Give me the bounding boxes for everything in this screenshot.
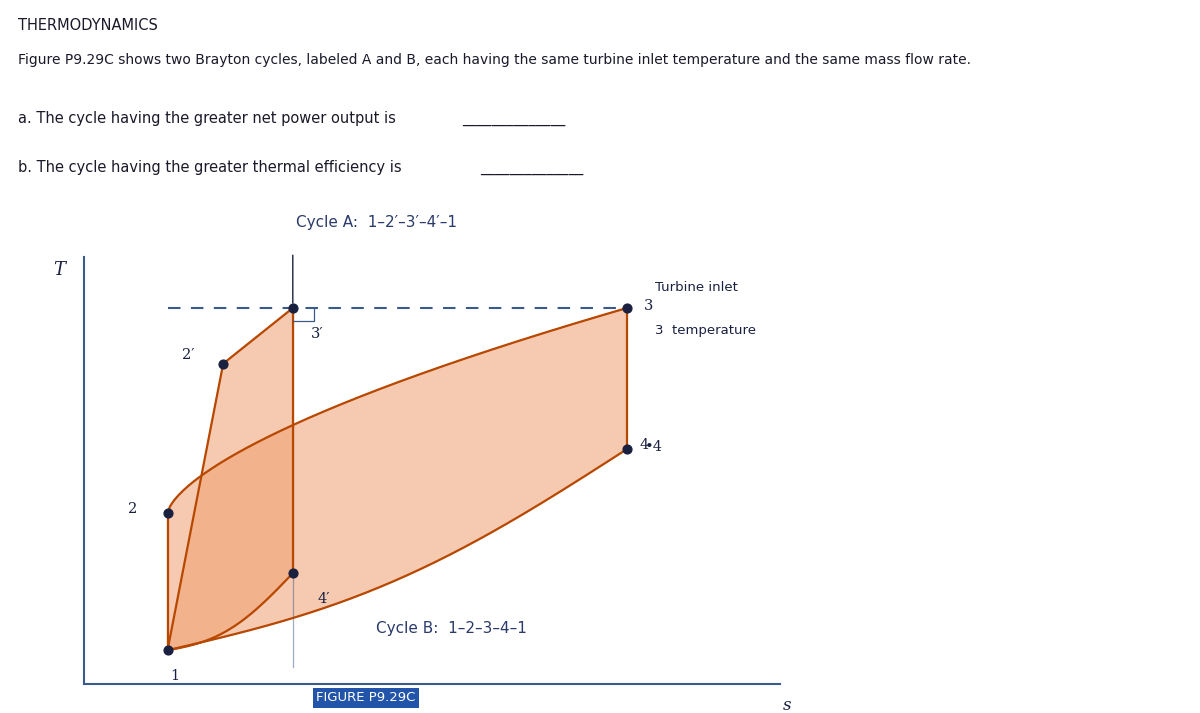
Text: ______________: ______________ bbox=[480, 160, 583, 175]
Text: FIGURE P9.29C: FIGURE P9.29C bbox=[317, 692, 415, 704]
Point bbox=[214, 358, 233, 369]
Text: •4: •4 bbox=[644, 441, 662, 454]
Text: 1: 1 bbox=[170, 670, 179, 683]
Text: 2: 2 bbox=[128, 503, 137, 516]
Point bbox=[617, 443, 636, 455]
Text: Figure P9.29C shows two Brayton cycles, labeled A and B, each having the same tu: Figure P9.29C shows two Brayton cycles, … bbox=[18, 53, 971, 68]
Text: THERMODYNAMICS: THERMODYNAMICS bbox=[18, 18, 158, 33]
Point bbox=[283, 568, 302, 579]
Point bbox=[617, 302, 636, 314]
Point bbox=[158, 508, 178, 519]
Polygon shape bbox=[168, 308, 293, 650]
Text: Turbine inlet: Turbine inlet bbox=[655, 281, 738, 294]
Point bbox=[158, 645, 178, 656]
Point bbox=[283, 302, 302, 314]
Polygon shape bbox=[168, 308, 626, 650]
Text: 3′: 3′ bbox=[311, 327, 324, 341]
Text: s: s bbox=[782, 697, 791, 713]
Text: 3: 3 bbox=[644, 299, 654, 313]
Text: b. The cycle having the greater thermal efficiency is: b. The cycle having the greater thermal … bbox=[18, 160, 407, 175]
Text: 3  temperature: 3 temperature bbox=[655, 324, 756, 337]
Text: ______________: ______________ bbox=[462, 111, 565, 125]
Text: 4′: 4′ bbox=[317, 593, 330, 606]
Text: Cycle A:  1–2′–3′–4′–1: Cycle A: 1–2′–3′–4′–1 bbox=[296, 215, 457, 230]
Text: 4: 4 bbox=[640, 438, 649, 452]
Text: T: T bbox=[54, 260, 66, 279]
Text: a. The cycle having the greater net power output is: a. The cycle having the greater net powe… bbox=[18, 111, 401, 125]
Text: 2′: 2′ bbox=[182, 349, 194, 362]
Text: Cycle B:  1–2–3–4–1: Cycle B: 1–2–3–4–1 bbox=[377, 621, 527, 636]
